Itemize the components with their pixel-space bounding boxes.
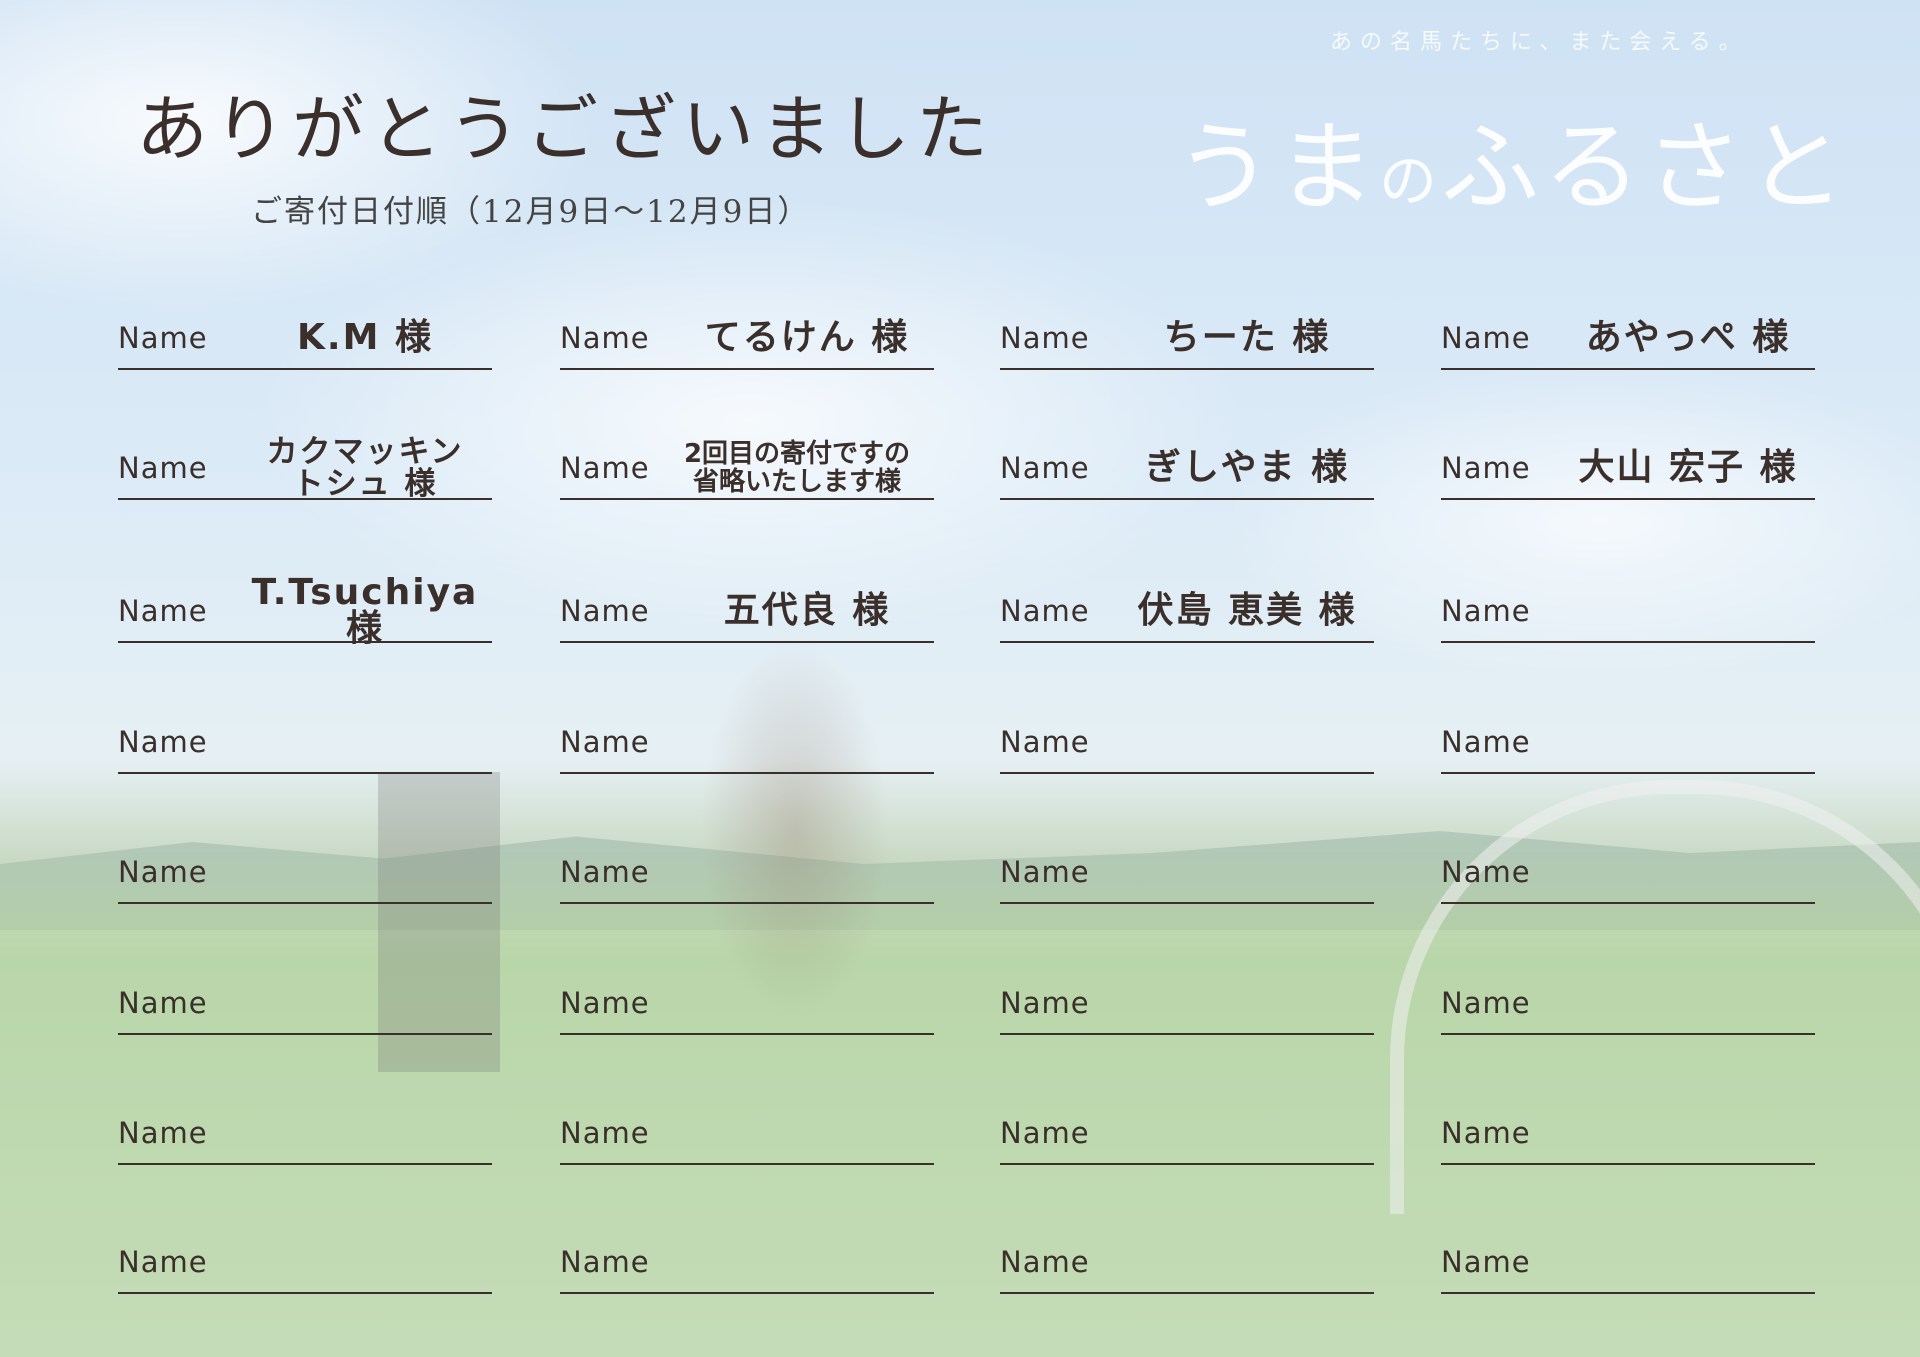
donor-name-field: Name K.M 様 [118,308,492,370]
donor-name-field: Name [1441,842,1815,904]
donor-name-field: Name [118,1232,492,1294]
donor-name-field: Name [118,712,492,774]
donor-name-field: Name T.Tsuchiya 様 [118,575,492,647]
donor-name: あやっぺ 様 [1585,317,1791,358]
donor-name-field: Name 五代良 様 [560,581,934,643]
logo-part: うま [1175,111,1380,225]
donor-name-field: Name 2回目の寄付ですの 省略いたします様 [560,438,934,500]
name-label: Name [560,855,650,889]
donor-name-field: Name [1000,973,1374,1035]
donor-name: 伏島 恵美 様 [1137,590,1357,631]
page-title: ありがとうございました [136,87,995,171]
donor-name: 五代良 様 [723,590,891,631]
name-label: Name [118,321,208,355]
logo-tagline: あの名馬たちに、また会える。 [1330,30,1749,55]
donor-name-field: Name ちーた 様 [1000,308,1374,370]
donor-name-field: Name [118,973,492,1035]
name-label: Name [1441,1245,1531,1279]
name-label: Name [560,594,650,628]
donor-name-field: Name [1441,1103,1815,1165]
donor-name: ちーた 様 [1163,317,1331,358]
donor-name-field: Name てるけん 様 [560,308,934,370]
donor-name-field: Name [560,973,934,1035]
donor-name-field: Name あやっぺ 様 [1441,308,1815,370]
donor-name: てるけん 様 [704,317,910,358]
name-label: Name [118,1245,208,1279]
name-label: Name [1000,855,1090,889]
donor-name: カクマッキン トシュ 様 [266,434,464,502]
name-label: Name [1000,1116,1090,1150]
name-label: Name [118,1116,208,1150]
donor-name-field: Name [1441,581,1815,643]
donor-name-field: Name [118,1103,492,1165]
donor-name: 大山 宏子 様 [1578,447,1798,488]
donor-name-field: Name [1000,842,1374,904]
donor-name-field: Name [1441,1232,1815,1294]
donor-name-field: Name [560,1232,934,1294]
donor-name-field: Name ぎしやま 様 [1000,438,1374,500]
name-label: Name [560,986,650,1020]
donor-name-field: Name [1000,1103,1374,1165]
name-label: Name [1000,451,1090,485]
name-label: Name [560,725,650,759]
donor-name: 2回目の寄付ですの 省略いたします様 [683,439,911,497]
donor-name-field: Name [1000,712,1374,774]
donor-name: T.Tsuchiya 様 [251,572,479,649]
page-subtitle: ご寄付日付順（12月9日～12月9日） [251,194,811,230]
name-label: Name [1000,725,1090,759]
donor-name-field: Name [1000,1232,1374,1294]
horse-statue [700,640,890,1020]
name-label: Name [118,725,208,759]
name-label: Name [118,986,208,1020]
name-label: Name [560,1116,650,1150]
logo: うまのふるさと [1175,88,1849,230]
name-label: Name [118,594,208,628]
logo-part: の [1379,147,1442,215]
name-label: Name [560,451,650,485]
name-label: Name [118,451,208,485]
name-label: Name [1000,321,1090,355]
donor-name: ぎしやま 様 [1144,447,1350,488]
name-label: Name [1441,451,1531,485]
name-label: Name [1000,986,1090,1020]
name-label: Name [1000,1245,1090,1279]
name-label: Name [1441,725,1531,759]
donor-name-field: Name 伏島 恵美 様 [1000,581,1374,643]
donor-name-field: Name カクマッキン トシュ 様 [118,434,492,502]
donor-name-field: Name [1441,973,1815,1035]
name-label: Name [1000,594,1090,628]
donor-name-field: Name 大山 宏子 様 [1441,438,1815,500]
monument-stone [378,772,500,1072]
donor-name-field: Name [560,712,934,774]
name-label: Name [560,1245,650,1279]
name-label: Name [560,321,650,355]
name-label: Name [118,855,208,889]
name-label: Name [1441,855,1531,889]
donor-name-field: Name [560,842,934,904]
donor-name-field: Name [118,842,492,904]
name-label: Name [1441,321,1531,355]
logo-part: ふるさと [1441,111,1850,225]
donor-name-field: Name [560,1103,934,1165]
donor-name-field: Name [1441,712,1815,774]
name-label: Name [1441,986,1531,1020]
name-label: Name [1441,1116,1531,1150]
name-label: Name [1441,594,1531,628]
donor-name: K.M 様 [297,317,433,358]
